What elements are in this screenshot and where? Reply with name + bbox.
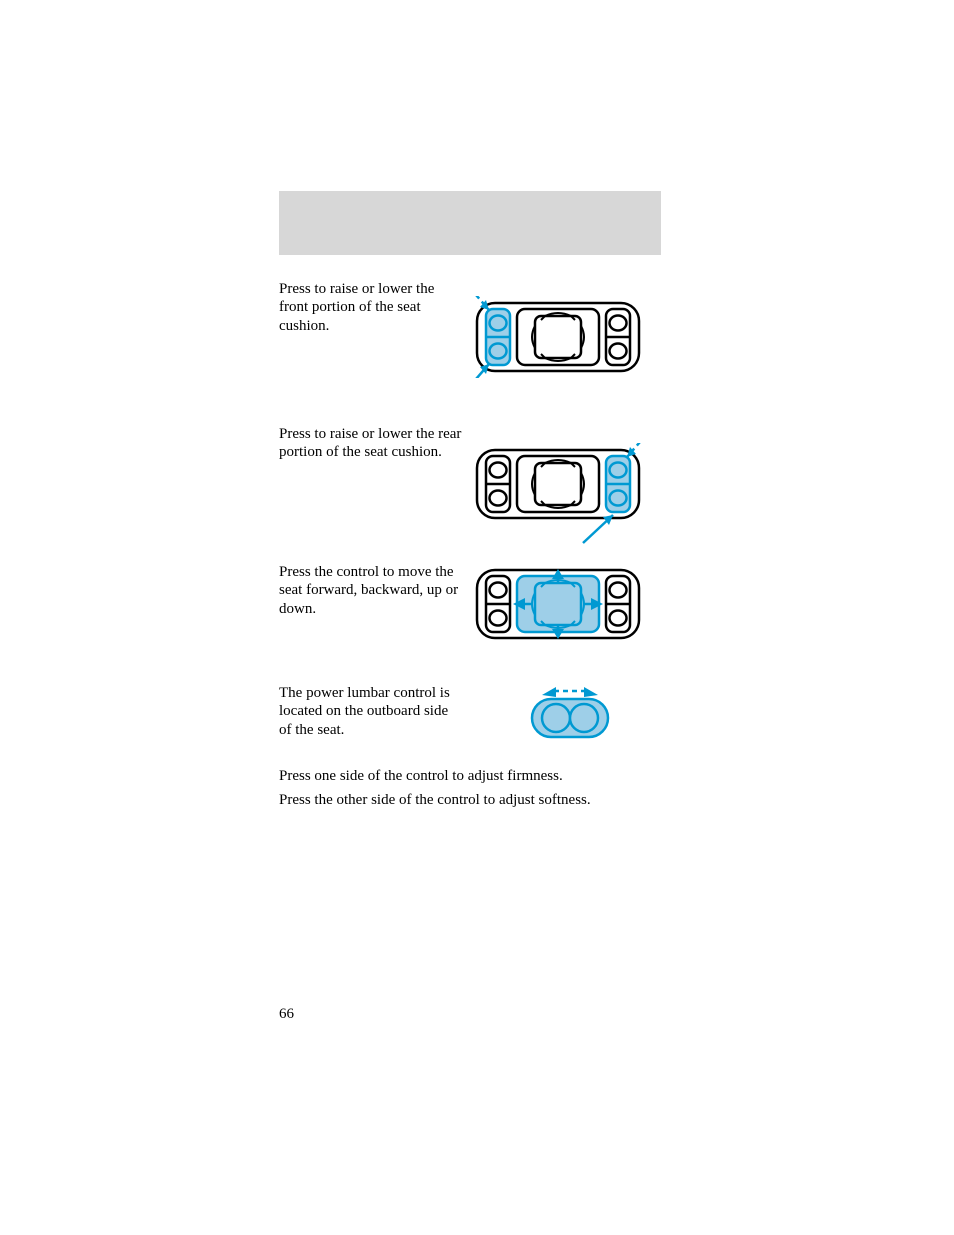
left-rocker	[486, 456, 510, 512]
left-rocker	[486, 309, 510, 365]
para-firmness: Press one side of the control to adjust …	[279, 766, 661, 787]
left-rocker	[486, 576, 510, 632]
header-banner	[279, 191, 661, 255]
text-rear-cushion: Press to raise or lower the rear portion…	[279, 425, 464, 462]
center-pad	[513, 569, 603, 639]
right-rocker	[606, 456, 630, 512]
text-move-seat: Press the control to move the seat forwa…	[279, 563, 464, 618]
text-softness: Press the other side of the control to a…	[279, 790, 619, 811]
figure-lumbar	[520, 681, 620, 746]
center-pad	[517, 456, 599, 512]
figure-move-seat	[473, 563, 643, 650]
figure-rear-cushion	[473, 443, 643, 550]
text-lumbar: The power lumbar control is located on t…	[279, 684, 464, 739]
figure-front-cushion	[473, 296, 643, 383]
page-number: 66	[279, 1006, 294, 1023]
text-firmness: Press one side of the control to adjust …	[279, 766, 661, 787]
center-pad	[517, 309, 599, 365]
text-front-cushion: Press to raise or lower the front portio…	[279, 280, 464, 335]
right-rocker	[606, 576, 630, 632]
right-rocker	[606, 309, 630, 365]
para-softness: Press the other side of the control to a…	[279, 790, 619, 811]
